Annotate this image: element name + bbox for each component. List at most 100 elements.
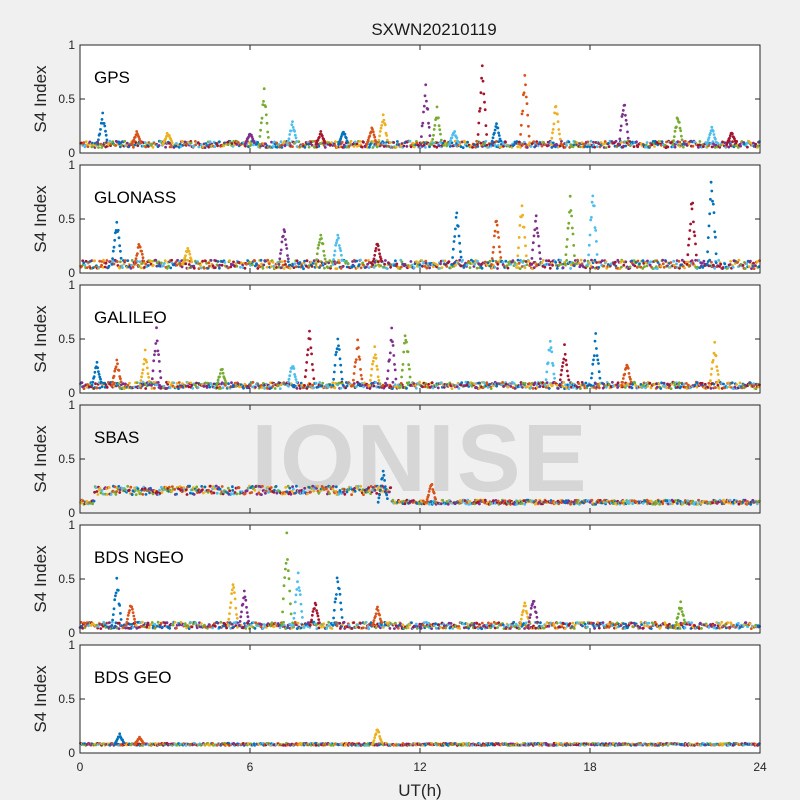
data-point xyxy=(293,262,297,266)
spike-point xyxy=(284,243,288,247)
spike-point xyxy=(293,375,297,379)
data-point xyxy=(439,626,442,629)
spike-point xyxy=(598,376,602,380)
data-point xyxy=(714,386,717,389)
data-point xyxy=(202,266,206,270)
data-point xyxy=(342,620,346,624)
data-point xyxy=(582,384,586,387)
data-point xyxy=(543,265,547,269)
data-point xyxy=(282,267,286,270)
spike-point xyxy=(491,251,495,254)
data-point xyxy=(551,384,554,387)
data-point xyxy=(646,384,650,388)
data-point xyxy=(187,263,191,266)
spike-point xyxy=(146,372,150,375)
spike-point xyxy=(115,220,119,224)
spike-point xyxy=(100,118,104,121)
spike-point xyxy=(379,126,383,130)
spike-point xyxy=(221,367,224,371)
data-point xyxy=(496,267,499,270)
spike-point xyxy=(393,363,396,366)
spike-point xyxy=(377,379,381,382)
data-point xyxy=(583,259,587,262)
data-point xyxy=(288,141,292,145)
panel-label: GPS xyxy=(94,68,130,87)
data-point xyxy=(167,264,171,268)
spike-point xyxy=(111,257,114,260)
spike-point xyxy=(624,118,628,122)
data-point xyxy=(241,263,245,267)
spike-point xyxy=(454,216,458,219)
data-point xyxy=(165,621,169,625)
data-point xyxy=(595,145,599,149)
data-point xyxy=(462,266,466,269)
spike-point xyxy=(478,109,481,113)
spike-point xyxy=(592,354,596,358)
spike-point xyxy=(403,334,407,338)
spike-point xyxy=(382,473,386,477)
spike-point xyxy=(625,122,629,126)
data-point xyxy=(316,484,320,488)
spike-point xyxy=(267,136,270,139)
data-point xyxy=(555,267,559,270)
data-point xyxy=(688,264,692,268)
spike-point xyxy=(587,253,590,257)
data-point xyxy=(330,627,334,630)
spike-point xyxy=(518,143,522,146)
data-point xyxy=(396,626,400,630)
data-point xyxy=(414,386,418,390)
data-point xyxy=(300,265,304,268)
spike-point xyxy=(381,113,385,117)
data-point xyxy=(331,485,335,488)
data-point xyxy=(312,259,316,263)
data-point xyxy=(468,266,472,270)
data-point xyxy=(338,621,342,625)
spike-point xyxy=(711,129,715,133)
spike-point xyxy=(158,369,162,373)
spike-point xyxy=(264,105,267,109)
spike-point xyxy=(247,135,251,139)
data-point xyxy=(373,489,377,492)
data-point xyxy=(82,141,86,144)
data-point xyxy=(230,142,234,145)
spike-point xyxy=(110,263,114,266)
data-point xyxy=(687,383,690,387)
data-point xyxy=(127,488,131,492)
data-point xyxy=(131,265,135,269)
data-point xyxy=(547,259,551,263)
data-point xyxy=(546,384,550,388)
spike-point xyxy=(481,79,485,83)
spike-point xyxy=(96,366,100,370)
data-point xyxy=(124,259,127,262)
spike-point xyxy=(378,488,382,492)
spike-point xyxy=(405,340,408,344)
data-point xyxy=(409,145,413,149)
data-point xyxy=(114,493,118,496)
spike-point xyxy=(419,143,423,146)
spike-point xyxy=(551,364,555,367)
data-point xyxy=(446,502,450,506)
data-point xyxy=(314,381,318,385)
data-point xyxy=(620,265,623,269)
data-point xyxy=(665,140,668,144)
data-point xyxy=(567,387,571,391)
data-point xyxy=(633,264,637,268)
data-point xyxy=(295,484,298,488)
data-point xyxy=(567,140,571,144)
data-point xyxy=(550,146,554,149)
data-point xyxy=(227,382,230,386)
spike-point xyxy=(381,469,385,473)
data-point xyxy=(208,385,212,389)
data-point xyxy=(712,382,716,386)
data-point xyxy=(375,492,379,495)
data-point xyxy=(213,624,217,628)
spike-point xyxy=(116,228,120,232)
spike-point xyxy=(420,135,423,139)
spike-point xyxy=(402,350,406,354)
data-point xyxy=(160,261,163,265)
data-point xyxy=(279,140,283,144)
data-point xyxy=(331,381,335,385)
data-point xyxy=(323,266,326,270)
spike-point xyxy=(392,354,396,357)
